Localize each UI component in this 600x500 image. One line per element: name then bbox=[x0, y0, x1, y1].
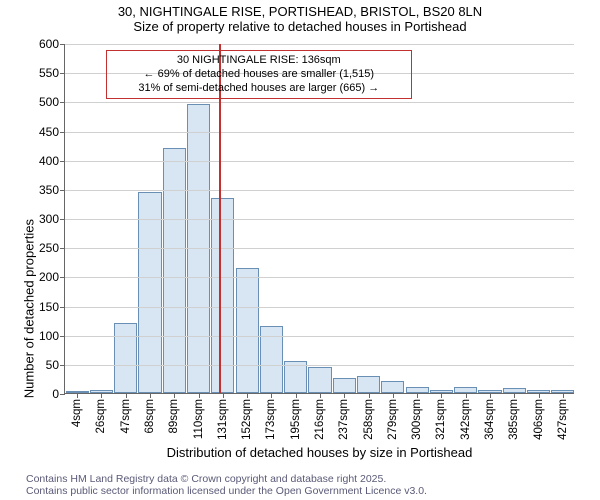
y-tick-label: 200 bbox=[39, 270, 65, 284]
x-tick-label: 279sqm bbox=[387, 399, 399, 440]
x-tick-mark bbox=[271, 393, 272, 398]
grid-line bbox=[65, 190, 574, 191]
x-tick-label: 364sqm bbox=[484, 399, 496, 440]
x-tick-label: 342sqm bbox=[460, 399, 472, 440]
grid-line bbox=[65, 336, 574, 337]
x-tick-mark bbox=[174, 393, 175, 398]
x-tick-label: 216sqm bbox=[314, 399, 326, 440]
footer-line-1: Contains HM Land Registry data © Crown c… bbox=[26, 473, 427, 486]
x-tick-mark bbox=[539, 393, 540, 398]
x-tick-mark bbox=[393, 393, 394, 398]
x-tick-label: 195sqm bbox=[290, 399, 302, 440]
y-tick-label: 550 bbox=[39, 66, 65, 80]
footer-attribution: Contains HM Land Registry data © Crown c… bbox=[26, 473, 427, 498]
x-tick-mark bbox=[490, 393, 491, 398]
bar bbox=[236, 268, 259, 393]
chart-container: 30, NIGHTINGALE RISE, PORTISHEAD, BRISTO… bbox=[0, 0, 600, 500]
x-tick-label: 427sqm bbox=[557, 399, 569, 440]
bar bbox=[308, 367, 331, 393]
y-tick-label: 150 bbox=[39, 300, 65, 314]
x-tick-mark bbox=[369, 393, 370, 398]
x-tick-label: 131sqm bbox=[217, 399, 229, 440]
x-tick-mark bbox=[296, 393, 297, 398]
grid-line bbox=[65, 161, 574, 162]
x-tick-label: 26sqm bbox=[95, 399, 107, 434]
annotation-line-1: 30 NIGHTINGALE RISE: 136sqm bbox=[113, 54, 405, 68]
y-tick-label: 350 bbox=[39, 183, 65, 197]
x-tick-label: 152sqm bbox=[241, 399, 253, 440]
x-tick-label: 68sqm bbox=[144, 399, 156, 434]
chart-subtitle: Size of property relative to detached ho… bbox=[0, 19, 600, 34]
bar bbox=[138, 192, 161, 393]
bar bbox=[211, 198, 234, 393]
x-tick-label: 110sqm bbox=[193, 399, 205, 439]
x-tick-label: 89sqm bbox=[168, 399, 180, 434]
x-tick-label: 173sqm bbox=[265, 399, 277, 440]
grid-line bbox=[65, 219, 574, 220]
x-tick-label: 321sqm bbox=[435, 399, 447, 440]
x-tick-label: 258sqm bbox=[363, 399, 375, 440]
x-tick-mark bbox=[150, 393, 151, 398]
x-tick-label: 385sqm bbox=[508, 399, 520, 440]
bar bbox=[114, 323, 137, 393]
annotation-line-3: 31% of semi-detached houses are larger (… bbox=[113, 82, 405, 96]
x-tick-mark bbox=[223, 393, 224, 398]
y-axis-label: Number of detached properties bbox=[22, 219, 37, 398]
chart-title: 30, NIGHTINGALE RISE, PORTISHEAD, BRISTO… bbox=[0, 4, 600, 19]
y-tick-label: 250 bbox=[39, 241, 65, 255]
bar bbox=[357, 376, 380, 394]
x-tick-label: 237sqm bbox=[338, 399, 350, 440]
y-tick-label: 500 bbox=[39, 95, 65, 109]
x-tick-mark bbox=[199, 393, 200, 398]
title-block: 30, NIGHTINGALE RISE, PORTISHEAD, BRISTO… bbox=[0, 0, 600, 34]
x-tick-mark bbox=[344, 393, 345, 398]
x-tick-mark bbox=[441, 393, 442, 398]
x-tick-mark bbox=[101, 393, 102, 398]
grid-line bbox=[65, 132, 574, 133]
x-tick-mark bbox=[514, 393, 515, 398]
x-tick-mark bbox=[77, 393, 78, 398]
bar bbox=[333, 378, 356, 393]
y-tick-label: 50 bbox=[46, 358, 65, 372]
y-tick-label: 450 bbox=[39, 125, 65, 139]
x-tick-mark bbox=[466, 393, 467, 398]
bar bbox=[381, 381, 404, 393]
y-tick-label: 100 bbox=[39, 329, 65, 343]
x-tick-label: 47sqm bbox=[120, 399, 132, 434]
y-tick-label: 300 bbox=[39, 212, 65, 226]
annotation-line-2: ← 69% of detached houses are smaller (1,… bbox=[113, 68, 405, 82]
bar bbox=[163, 148, 186, 393]
x-tick-mark bbox=[563, 393, 564, 398]
y-tick-label: 0 bbox=[52, 387, 65, 401]
x-tick-mark bbox=[320, 393, 321, 398]
x-tick-label: 406sqm bbox=[533, 399, 545, 440]
x-tick-label: 4sqm bbox=[71, 399, 83, 427]
grid-line bbox=[65, 307, 574, 308]
grid-line bbox=[65, 277, 574, 278]
grid-line bbox=[65, 44, 574, 45]
x-tick-label: 300sqm bbox=[411, 399, 423, 440]
y-tick-label: 600 bbox=[39, 37, 65, 51]
grid-line bbox=[65, 365, 574, 366]
y-tick-label: 400 bbox=[39, 154, 65, 168]
plot-area: 050100150200250300350400450500550600 4sq… bbox=[64, 44, 574, 394]
footer-line-2: Contains public sector information licen… bbox=[26, 485, 427, 498]
grid-line bbox=[65, 248, 574, 249]
x-axis-label: Distribution of detached houses by size … bbox=[167, 445, 473, 460]
annotation-box: 30 NIGHTINGALE RISE: 136sqm ← 69% of det… bbox=[106, 50, 412, 99]
x-tick-mark bbox=[247, 393, 248, 398]
grid-line bbox=[65, 102, 574, 103]
x-tick-mark bbox=[417, 393, 418, 398]
x-tick-mark bbox=[126, 393, 127, 398]
